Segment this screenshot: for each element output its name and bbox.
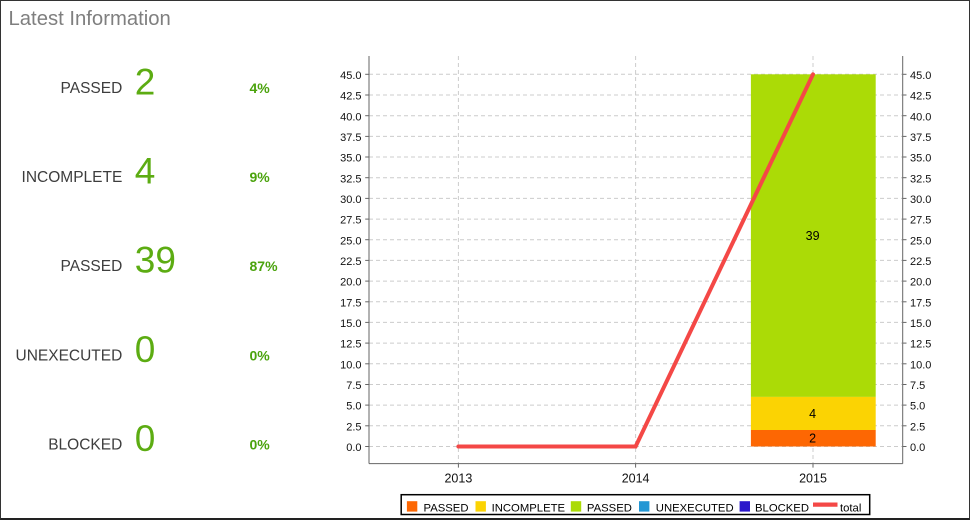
svg-text:15.0: 15.0 — [910, 318, 931, 330]
svg-text:22.5: 22.5 — [340, 256, 361, 268]
svg-text:9%: 9% — [250, 169, 271, 185]
svg-text:45.0: 45.0 — [340, 70, 361, 82]
svg-text:42.5: 42.5 — [340, 91, 361, 103]
svg-text:UNEXECUTED: UNEXECUTED — [16, 347, 123, 364]
svg-text:Latest Information: Latest Information — [9, 8, 171, 30]
svg-text:15.0: 15.0 — [340, 318, 361, 330]
svg-text:PASSED: PASSED — [587, 503, 632, 515]
svg-text:42.5: 42.5 — [910, 91, 931, 103]
svg-text:0: 0 — [135, 418, 156, 459]
svg-text:2015: 2015 — [799, 472, 827, 486]
svg-text:22.5: 22.5 — [910, 256, 931, 268]
svg-text:0: 0 — [135, 329, 156, 370]
svg-text:PASSED: PASSED — [61, 258, 123, 275]
svg-text:45.0: 45.0 — [910, 70, 931, 82]
svg-text:39: 39 — [135, 240, 176, 281]
svg-text:UNEXECUTED: UNEXECUTED — [656, 503, 734, 515]
svg-text:10.0: 10.0 — [910, 359, 931, 371]
svg-text:37.5: 37.5 — [910, 132, 931, 144]
svg-text:2013: 2013 — [444, 472, 472, 486]
svg-text:INCOMPLETE: INCOMPLETE — [492, 503, 566, 515]
svg-text:0%: 0% — [250, 347, 271, 363]
svg-text:12.5: 12.5 — [910, 339, 931, 351]
svg-text:17.5: 17.5 — [340, 297, 361, 309]
svg-text:INCOMPLETE: INCOMPLETE — [22, 169, 123, 186]
svg-text:BLOCKED: BLOCKED — [48, 437, 122, 454]
svg-text:2: 2 — [135, 61, 156, 102]
svg-text:20.0: 20.0 — [340, 277, 361, 289]
svg-text:2.5: 2.5 — [910, 421, 925, 433]
svg-text:40.0: 40.0 — [910, 111, 931, 123]
svg-text:39: 39 — [806, 229, 820, 243]
svg-text:37.5: 37.5 — [340, 132, 361, 144]
svg-text:27.5: 27.5 — [340, 215, 361, 227]
svg-text:0.0: 0.0 — [910, 442, 925, 454]
svg-text:25.0: 25.0 — [340, 235, 361, 247]
svg-text:5.0: 5.0 — [346, 401, 361, 413]
svg-text:4%: 4% — [250, 80, 271, 96]
svg-text:2.5: 2.5 — [346, 421, 361, 433]
svg-text:32.5: 32.5 — [340, 173, 361, 185]
svg-text:BLOCKED: BLOCKED — [755, 503, 809, 515]
svg-text:2014: 2014 — [622, 472, 650, 486]
svg-text:30.0: 30.0 — [910, 194, 931, 206]
svg-text:32.5: 32.5 — [910, 173, 931, 185]
svg-text:35.0: 35.0 — [340, 153, 361, 165]
svg-text:17.5: 17.5 — [910, 297, 931, 309]
svg-text:30.0: 30.0 — [340, 194, 361, 206]
svg-text:0%: 0% — [250, 437, 271, 453]
svg-text:35.0: 35.0 — [910, 153, 931, 165]
svg-text:27.5: 27.5 — [910, 215, 931, 227]
svg-text:10.0: 10.0 — [340, 359, 361, 371]
svg-text:2: 2 — [809, 431, 816, 445]
svg-text:87%: 87% — [250, 258, 279, 274]
svg-text:5.0: 5.0 — [910, 401, 925, 413]
svg-text:12.5: 12.5 — [340, 339, 361, 351]
svg-text:0.0: 0.0 — [346, 442, 361, 454]
svg-text:4: 4 — [809, 407, 816, 421]
svg-text:PASSED: PASSED — [424, 503, 469, 515]
svg-text:7.5: 7.5 — [346, 380, 361, 392]
svg-text:total: total — [840, 503, 861, 515]
svg-text:20.0: 20.0 — [910, 277, 931, 289]
svg-text:40.0: 40.0 — [340, 111, 361, 123]
svg-text:25.0: 25.0 — [910, 235, 931, 247]
svg-text:4: 4 — [135, 151, 156, 192]
svg-text:PASSED: PASSED — [61, 80, 123, 97]
svg-text:7.5: 7.5 — [910, 380, 925, 392]
